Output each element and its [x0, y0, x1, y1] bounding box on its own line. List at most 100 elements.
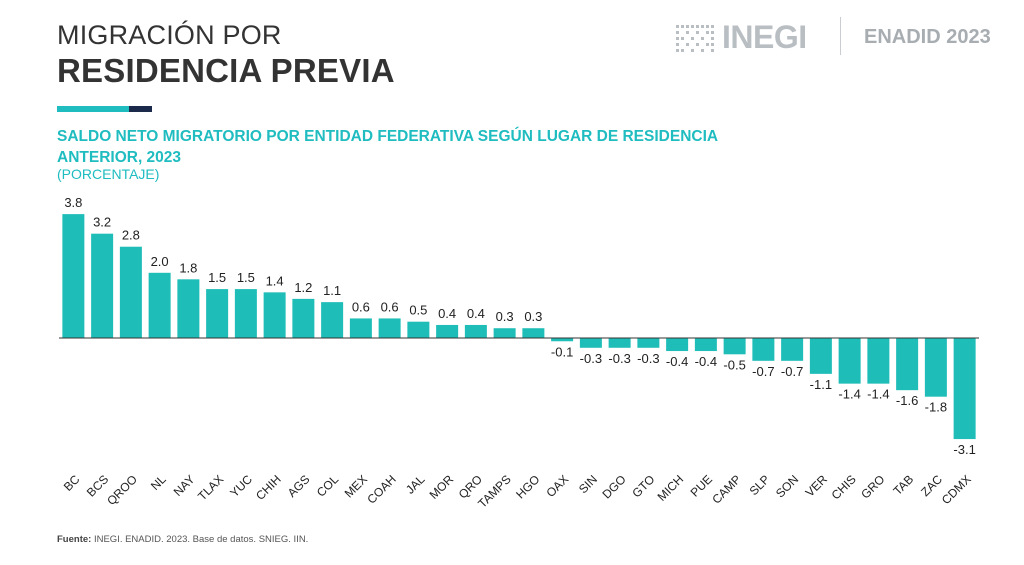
bar-tamps [493, 328, 516, 338]
category-label-coah: COAH [364, 472, 398, 506]
bar-son [781, 338, 804, 361]
value-label-tab: -1.6 [896, 393, 918, 408]
bar-mor [436, 324, 459, 338]
category-label-bc: BC [61, 472, 83, 494]
value-label-slp: -0.7 [752, 364, 774, 379]
value-label-bc: 3.8 [64, 195, 82, 210]
category-label-sin: SIN [576, 472, 600, 496]
bar-tlax [206, 289, 229, 338]
category-label-nl: NL [148, 472, 169, 493]
header-divider [840, 17, 841, 55]
value-label-qroo: 2.8 [122, 228, 140, 243]
bar-col [321, 302, 344, 338]
bar-qroo [119, 246, 142, 338]
value-label-ver: -1.1 [810, 377, 832, 392]
source-text: INEGI. ENADID. 2023. Base de datos. SNIE… [93, 534, 309, 545]
bar-hgo [522, 328, 545, 338]
category-label-tlax: TLAX [195, 472, 226, 503]
value-label-camp: -0.5 [723, 357, 745, 372]
value-label-mor: 0.4 [438, 306, 456, 321]
bar-bc [62, 214, 85, 338]
category-label-hgo: HGO [513, 472, 542, 501]
value-label-yuc: 1.5 [237, 270, 255, 285]
bar-chart: 3.8BC3.2BCS2.8QROO2.0NL1.8NAY1.5TLAX1.5Y… [59, 195, 979, 511]
value-label-tlax: 1.5 [208, 270, 226, 285]
category-label-mich: MICH [655, 472, 687, 504]
bar-coah [378, 318, 401, 338]
bar-chih [263, 292, 286, 338]
category-label-chis: CHIS [829, 472, 859, 502]
bar-camp [723, 338, 746, 355]
bar-cdmx [953, 338, 976, 440]
category-label-mor: MOR [427, 472, 457, 502]
value-label-nl: 2.0 [151, 254, 169, 269]
value-label-qro: 0.4 [467, 306, 485, 321]
value-label-nay: 1.8 [179, 260, 197, 275]
category-label-yuc: YUC [227, 472, 255, 500]
category-label-cdmx: CDMX [939, 472, 974, 507]
category-label-ags: AGS [285, 472, 313, 500]
bar-yuc [234, 289, 257, 338]
value-label-jal: 0.5 [409, 303, 427, 318]
category-label-slp: SLP [747, 472, 773, 498]
value-label-zac: -1.8 [925, 400, 947, 415]
value-label-chis: -1.4 [838, 387, 860, 402]
bar-gto [637, 338, 660, 348]
category-label-nay: NAY [171, 472, 198, 499]
chart-unit: (PORCENTAJE) [57, 166, 160, 182]
category-label-oax: OAX [543, 472, 571, 500]
page-title-line1: MIGRACIÓN POR [57, 20, 282, 50]
value-label-sin: -0.3 [580, 351, 602, 366]
value-label-ags: 1.2 [294, 280, 312, 295]
bar-mich [666, 338, 689, 352]
value-label-oax: -0.1 [551, 344, 573, 359]
value-label-cdmx: -3.1 [953, 442, 975, 457]
category-label-gro: GRO [858, 472, 887, 501]
category-label-tab: TAB [890, 472, 916, 498]
bar-nl [148, 272, 171, 338]
category-label-gto: GTO [629, 472, 657, 500]
inegi-dots-icon [676, 25, 714, 52]
value-label-mich: -0.4 [666, 354, 688, 369]
bar-dgo [608, 338, 631, 348]
bar-tab [896, 338, 919, 391]
category-label-chih: CHIH [253, 472, 284, 503]
bar-oax [551, 338, 574, 342]
survey-label: ENADID 2023 [864, 26, 991, 48]
value-label-gro: -1.4 [867, 387, 889, 402]
value-label-gto: -0.3 [637, 351, 659, 366]
bar-sin [579, 338, 602, 348]
category-label-col: COL [314, 472, 342, 500]
value-label-chih: 1.4 [266, 273, 284, 288]
source-label: Fuente: [57, 534, 92, 545]
value-label-bcs: 3.2 [93, 215, 111, 230]
category-label-tamps: TAMPS [475, 472, 514, 511]
value-label-col: 1.1 [323, 283, 341, 298]
value-label-dgo: -0.3 [608, 351, 630, 366]
value-label-son: -0.7 [781, 364, 803, 379]
category-label-qroo: QROO [104, 472, 140, 508]
source-note: Fuente: INEGI. ENADID. 2023. Base de dat… [57, 534, 308, 545]
inegi-logo-text: INEGI [722, 18, 807, 55]
bar-chis [838, 338, 861, 384]
title-accent-bar [57, 106, 129, 112]
value-label-pue: -0.4 [695, 354, 717, 369]
bar-nay [177, 279, 200, 338]
bar-ags [292, 298, 315, 338]
value-label-hgo: 0.3 [524, 309, 542, 324]
category-label-dgo: DGO [600, 472, 629, 501]
bar-jal [407, 321, 430, 338]
category-label-jal: JAL [403, 472, 428, 497]
value-label-coah: 0.6 [381, 299, 399, 314]
chart-title: SALDO NETO MIGRATORIO POR ENTIDAD FEDERA… [57, 128, 718, 166]
category-label-son: SON [773, 472, 801, 500]
bar-ver [809, 338, 832, 374]
bar-qro [464, 324, 487, 338]
bar-zac [924, 338, 947, 397]
title-accent-bar-dark [129, 106, 152, 112]
bar-slp [752, 338, 775, 361]
value-label-mex: 0.6 [352, 299, 370, 314]
category-label-ver: VER [803, 472, 831, 500]
bar-mex [349, 318, 372, 338]
inegi-logo: INEGI [676, 18, 807, 55]
